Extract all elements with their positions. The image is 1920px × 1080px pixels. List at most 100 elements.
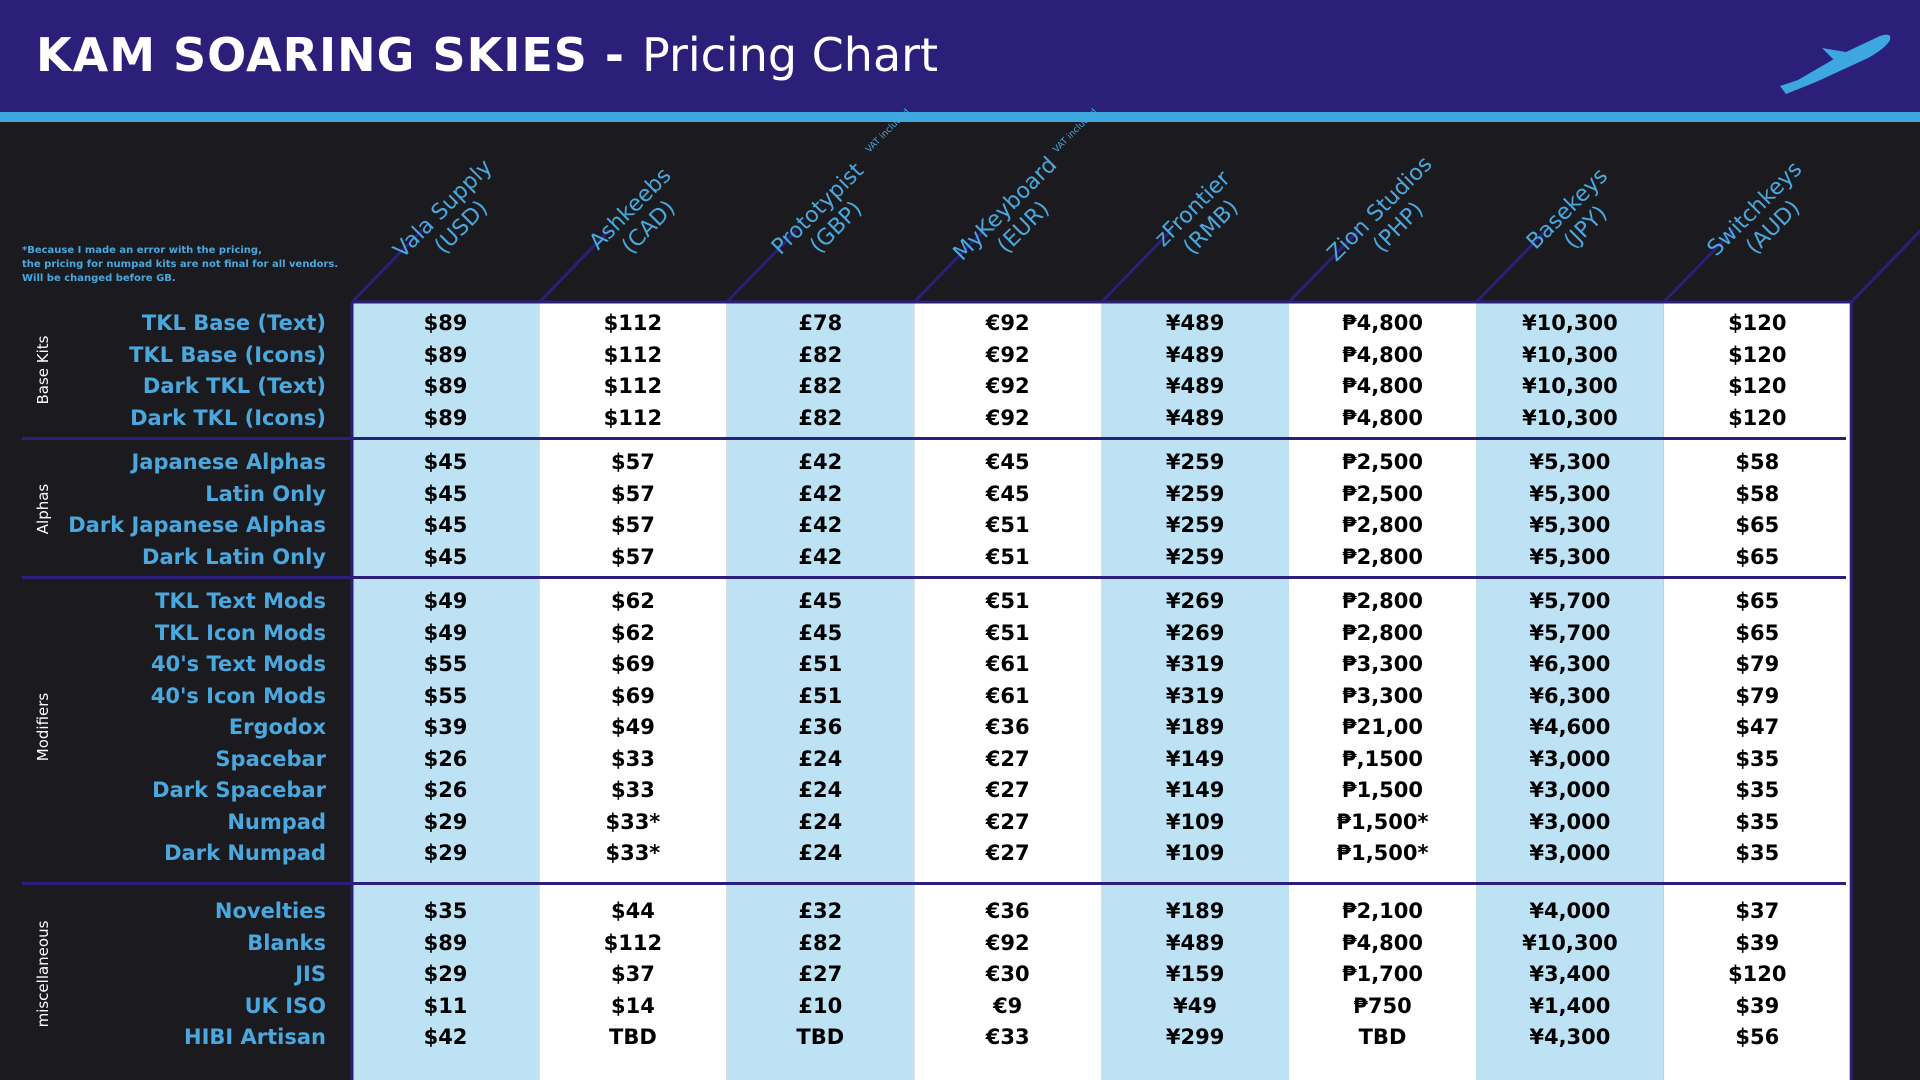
price-cell: £24 — [798, 841, 843, 865]
price-cell: €51 — [985, 589, 1030, 613]
price-cell: $57 — [610, 481, 655, 506]
price-cell: ₱1,500* — [1336, 809, 1429, 834]
price-cell: $120 — [1728, 342, 1787, 367]
table-row: Dark Latin Only $45 $57 £42 €51 ¥259 ₱2,800 ¥5,… — [0, 542, 1920, 573]
price-cell: £24 — [798, 809, 843, 834]
price-cell: ¥269 — [1165, 620, 1225, 645]
price-cell: $58 — [1735, 450, 1780, 474]
row-item-label: Japanese Alphas — [131, 450, 326, 474]
price-cell: ₱1,700 — [1341, 962, 1424, 986]
price-cell: €61 — [985, 652, 1030, 676]
price-cell: £32 — [798, 899, 843, 923]
price-cell: ¥259 — [1165, 450, 1225, 474]
price-cell: €92 — [985, 405, 1030, 430]
price-cell: €9 — [993, 993, 1023, 1018]
price-cell: $69 — [610, 652, 655, 676]
price-cell: ¥269 — [1165, 589, 1225, 613]
price-cell: ¥10,300 — [1522, 342, 1618, 367]
vendor-header: Zion Studios(PHP) — [1323, 152, 1438, 267]
price-cell: ¥319 — [1165, 652, 1225, 676]
price-cell: $47 — [1735, 715, 1780, 739]
price-cell: ¥3,000 — [1529, 778, 1611, 802]
price-cell: ¥4,000 — [1529, 899, 1611, 923]
table-row: Latin Only $45 $57 £42 €45 ¥259 ₱2,500 ¥5,300 $5… — [0, 479, 1920, 510]
row-item-label: Dark TKL (Text) — [142, 374, 326, 398]
price-cell: $65 — [1735, 544, 1780, 569]
price-cell: ¥109 — [1165, 841, 1225, 865]
row-item-label: Dark Numpad — [164, 841, 326, 865]
row-item-label: TKL Base (Text) — [141, 311, 326, 335]
pricing-note: *Because I made an error with the pricin… — [22, 244, 342, 286]
price-cell: $39 — [1735, 993, 1780, 1018]
price-cell: $35 — [1735, 809, 1780, 834]
price-cell: ¥5,300 — [1529, 481, 1611, 506]
vendor-column-bg — [539, 302, 727, 1080]
section-label: Modifiers — [34, 692, 52, 761]
price-cell: ₱4,800 — [1341, 311, 1424, 335]
table-row: Dark Numpad $29 $33* £24 €27 ¥109 ₱1,500* ¥3,00… — [0, 838, 1920, 869]
price-cell: £82 — [798, 405, 843, 430]
price-cell: £82 — [798, 342, 843, 367]
table-row: Dark TKL (Icons) $89 $112 £82 €92 ¥489 ₱4,800 ¥… — [0, 403, 1920, 434]
vendor-column-bg — [914, 302, 1102, 1080]
price-cell: $58 — [1735, 481, 1780, 506]
row-item-label: TKL Icon Mods — [154, 620, 326, 645]
price-cell: $14 — [610, 993, 655, 1018]
price-cell: $55 — [423, 652, 468, 676]
section-divider — [22, 576, 1846, 579]
price-cell: ¥5,700 — [1529, 620, 1611, 645]
table-row: Dark TKL (Text) $89 $112 £82 €92 ¥489 ₱4,800 ¥1… — [0, 371, 1920, 402]
price-cell: $120 — [1728, 405, 1787, 430]
price-cell: ¥1,400 — [1529, 993, 1611, 1018]
price-cell: ¥3,000 — [1529, 746, 1611, 771]
price-cell: £42 — [798, 481, 843, 506]
price-cell: $37 — [1735, 899, 1780, 923]
price-cell: £24 — [798, 778, 843, 802]
table-row: Spacebar $26 $33 £24 €27 ¥149 ₱,1500 ¥3,000 $35 — [0, 744, 1920, 775]
table-row: TKL Base (Text) $89 $112 £78 €92 ¥489 ₱4,800 ¥1… — [0, 308, 1920, 339]
row-item-label: Dark Latin Only — [142, 544, 326, 569]
table-row: TKL Base (Icons) $89 $112 £82 €92 ¥489 ₱4,800 ¥… — [0, 340, 1920, 371]
price-cell: ₱1,500 — [1341, 778, 1424, 802]
price-cell: £78 — [798, 311, 843, 335]
price-cell: $56 — [1735, 1025, 1780, 1049]
price-cell: $112 — [603, 930, 663, 955]
table-row: UK ISO $11 $14 £10 €9 ¥49 ₱750 ¥1,400 $39 — [0, 991, 1920, 1022]
price-cell: ¥149 — [1165, 778, 1225, 802]
price-cell: $79 — [1735, 652, 1780, 676]
price-cell: ¥5,300 — [1529, 513, 1611, 537]
table-row: 40's Icon Mods $55 $69 £51 €61 ¥319 ₱3,300 ¥6,3… — [0, 681, 1920, 712]
price-cell: $65 — [1735, 513, 1780, 537]
vendor-column-bg — [1476, 302, 1664, 1080]
row-item-label: 40's Icon Mods — [150, 683, 326, 708]
price-cell: $26 — [423, 778, 468, 802]
price-cell: $57 — [610, 450, 655, 474]
title-brand: KAM SOARING SKIES — [36, 28, 588, 82]
row-item-label: UK ISO — [244, 993, 326, 1018]
price-cell: ¥159 — [1165, 962, 1225, 986]
vendor-vat-note: VAT included — [864, 107, 912, 155]
price-cell: $57 — [610, 513, 655, 537]
header-diagonal — [1100, 228, 1173, 304]
price-cell: $39 — [423, 715, 468, 739]
price-cell: ₱3,300 — [1341, 652, 1424, 676]
price-cell: £24 — [798, 746, 843, 771]
price-cell: $79 — [1735, 683, 1780, 708]
price-cell: ₱2,800 — [1341, 589, 1424, 613]
vendor-column-bg — [1101, 302, 1289, 1080]
price-cell: ¥489 — [1165, 311, 1225, 335]
row-item-label: Latin Only — [205, 481, 326, 506]
price-cell: ₱2,500 — [1341, 481, 1424, 506]
price-cell: €51 — [985, 513, 1030, 537]
table-row: Dark Japanese Alphas $45 $57 £42 €51 ¥259 ₱2,8… — [0, 510, 1920, 541]
header-diagonal — [1287, 228, 1361, 304]
price-cell: ¥3,000 — [1529, 841, 1611, 865]
price-cell: ₱2,800 — [1341, 544, 1424, 569]
price-cell: £42 — [798, 544, 843, 569]
price-cell: €92 — [985, 374, 1030, 398]
price-cell: £36 — [798, 715, 843, 739]
price-cell: ¥189 — [1165, 899, 1225, 923]
header-diagonal — [1662, 228, 1735, 304]
vendor-column-bg — [1663, 302, 1852, 1080]
